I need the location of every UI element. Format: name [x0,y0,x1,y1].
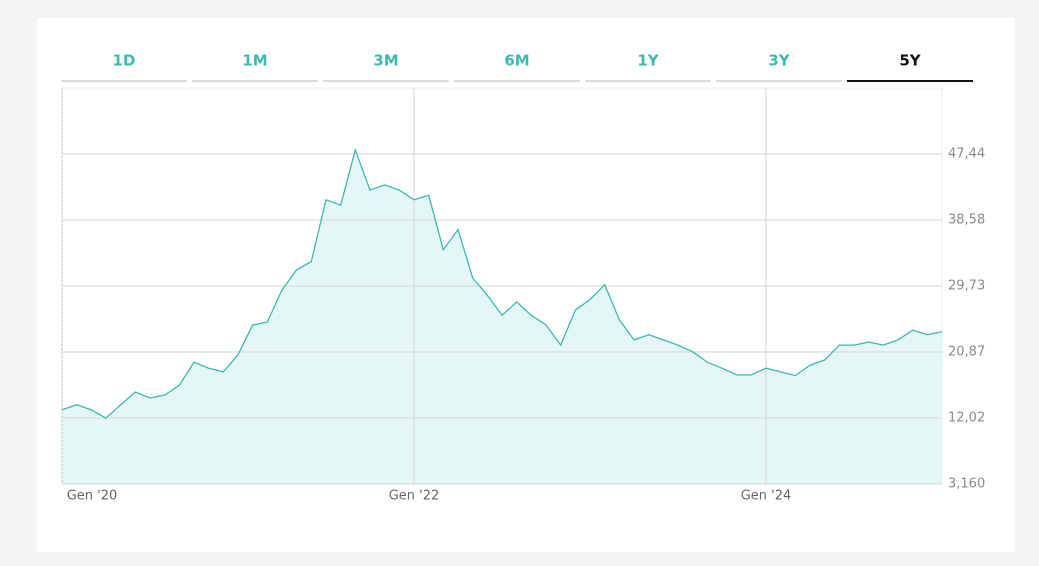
line [61,147,943,419]
y-tick-label: 38,58 [948,213,985,228]
tab-label[interactable]: 3Y [768,52,790,70]
y-tick-label: 20,87 [948,345,985,360]
y-tick-label: 3,160 [948,477,985,492]
area [62,149,942,484]
tab-label[interactable]: 5Y [899,52,921,70]
y-tick-label: 47,44 [948,147,985,162]
tab-label[interactable]: 1D [113,52,136,70]
tab-label[interactable]: 6M [504,52,529,70]
tab-label[interactable]: 3M [373,52,398,70]
x-tick-label: Gen '20 [67,489,118,504]
x-tick-label: Gen '24 [741,489,792,504]
y-tick-label: 12,02 [948,410,985,425]
tab-label[interactable]: 1Y [637,52,659,70]
y-tick-label: 29,73 [948,279,985,294]
x-tick-label: Gen '22 [389,489,440,504]
tab-label[interactable]: 1M [242,52,267,70]
